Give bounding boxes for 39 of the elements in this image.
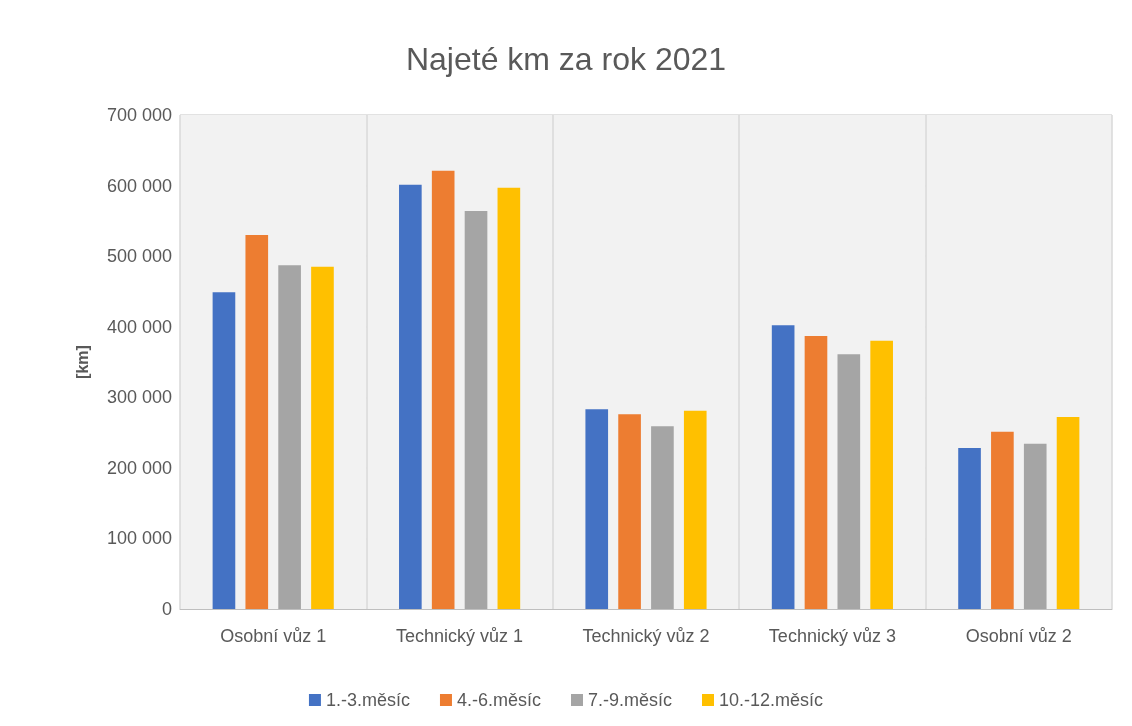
bar xyxy=(278,265,301,609)
x-tick-label: Technický vůz 2 xyxy=(582,626,710,646)
x-tick-label: Technický vůz 1 xyxy=(396,626,524,646)
bar xyxy=(431,170,455,609)
bar xyxy=(870,340,893,609)
bar xyxy=(771,325,795,609)
bar xyxy=(245,234,269,609)
bar xyxy=(837,354,861,609)
bar xyxy=(804,335,828,609)
y-tick-label: 200 000 xyxy=(106,457,172,478)
legend-label: 10.-12.měsíc xyxy=(719,690,824,710)
y-tick-label: 300 000 xyxy=(106,387,172,408)
bar xyxy=(991,431,1014,609)
x-tick-label: Osobní vůz 1 xyxy=(220,626,327,646)
bar xyxy=(1023,443,1047,609)
legend-label: 7.-9.měsíc xyxy=(587,690,673,710)
y-tick-label: 100 000 xyxy=(106,528,172,549)
x-tick-label: Technický vůz 3 xyxy=(768,626,896,646)
y-tick-label: 0 xyxy=(161,599,172,619)
bar xyxy=(958,448,981,609)
bar xyxy=(1056,417,1080,609)
bar xyxy=(497,187,521,609)
bar xyxy=(399,184,422,609)
bar xyxy=(311,266,334,609)
y-axis-title: [km] xyxy=(73,345,91,379)
chart-title: Najeté km za rok 2021 xyxy=(405,41,727,77)
bar xyxy=(464,210,488,609)
legend-label: 4.-6.měsíc xyxy=(456,690,541,710)
bar xyxy=(651,426,674,609)
y-tick-label: 500 000 xyxy=(106,246,172,267)
x-tick-label: Osobní vůz 2 xyxy=(965,626,1072,646)
bar xyxy=(618,414,641,609)
y-tick-label: 600 000 xyxy=(106,175,172,196)
bar xyxy=(585,409,609,609)
bar xyxy=(212,292,236,609)
y-tick-label: 400 000 xyxy=(106,316,172,337)
y-tick-label: 700 000 xyxy=(106,105,172,125)
legend-label: 1.-3.měsíc xyxy=(325,690,410,710)
bar xyxy=(683,410,707,609)
